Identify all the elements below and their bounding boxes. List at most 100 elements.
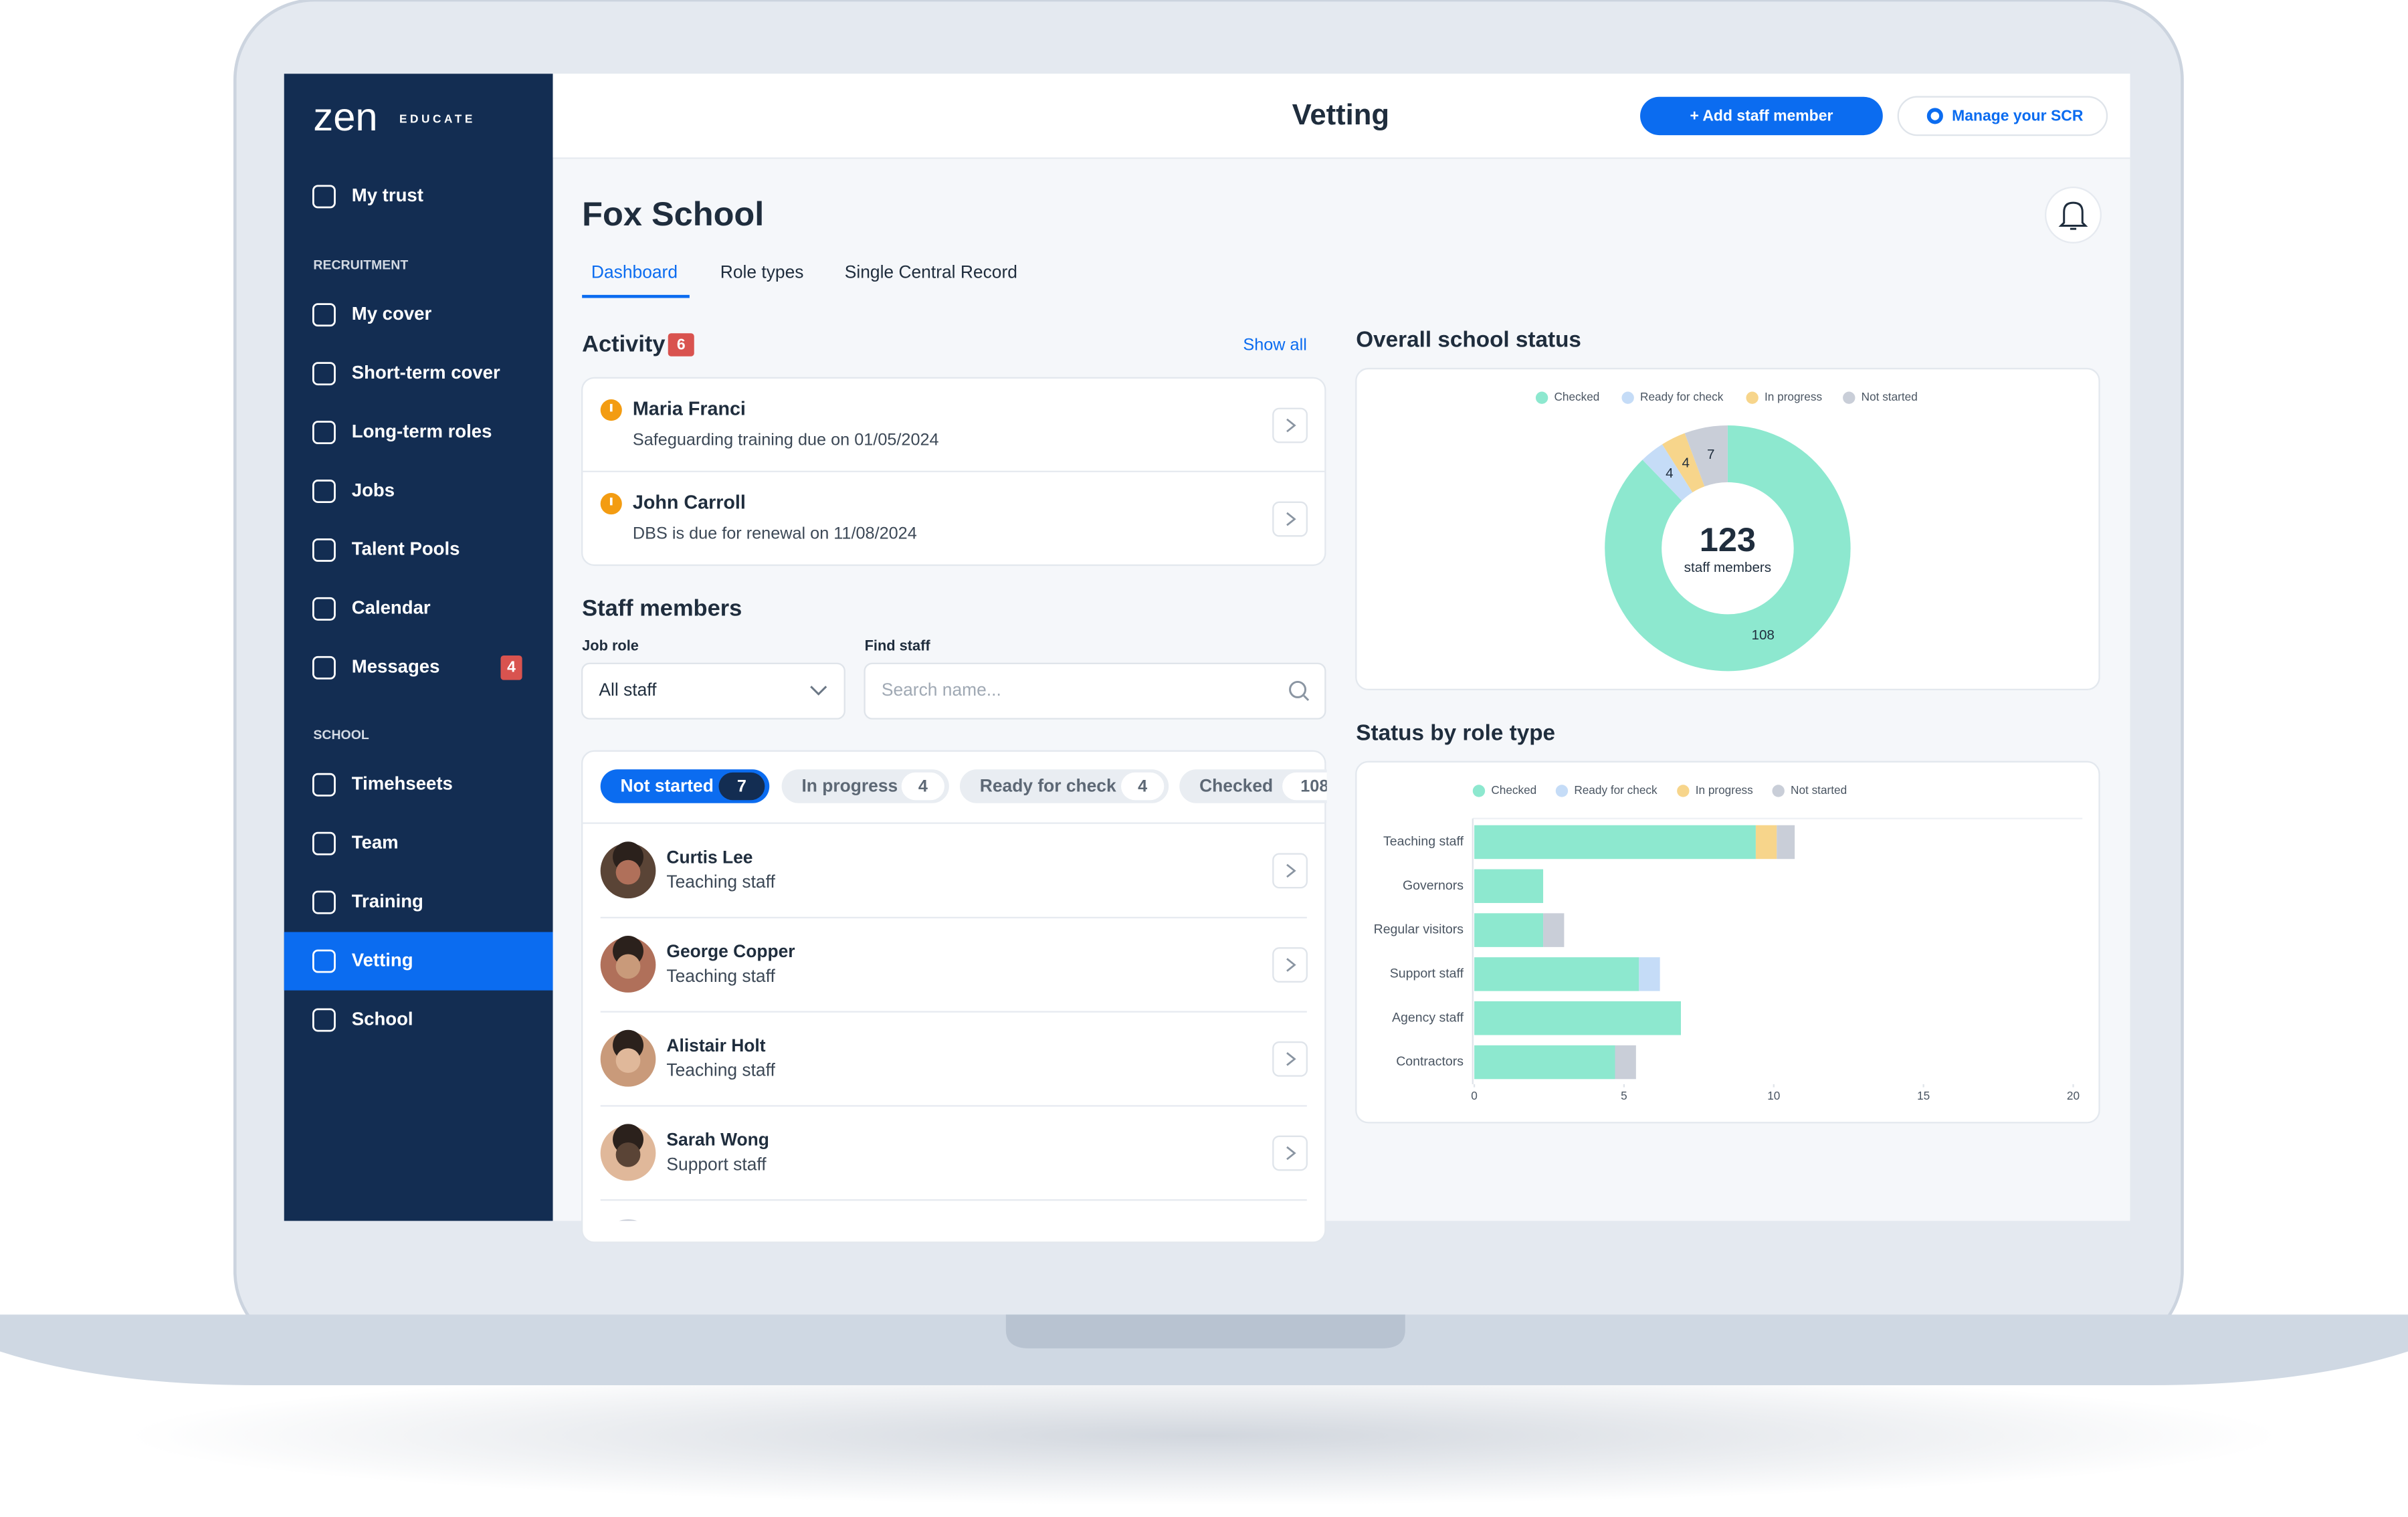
person-role: Teaching staff (666, 872, 775, 892)
nav-item[interactable]: My cover (352, 303, 432, 324)
filter-count: 108 (1300, 777, 1328, 795)
filter-label: In progress (801, 776, 898, 796)
donut-segment (1662, 433, 1706, 493)
donut-segment (1605, 425, 1851, 672)
add-staff-button[interactable] (1640, 96, 1883, 136)
nav-icon (312, 303, 336, 327)
legend-label: Ready for check (1574, 783, 1658, 797)
sidebar-bg (284, 74, 553, 1221)
x-tick-label: 0 (1471, 1089, 1478, 1102)
filter-count: 7 (737, 777, 746, 795)
legend-label: Not started (1791, 783, 1847, 797)
tab[interactable]: Dashboard (591, 262, 678, 282)
notification-button[interactable] (2045, 187, 2102, 243)
legend-swatch (1746, 391, 1759, 404)
nav-icon (312, 949, 336, 973)
staff-list: Not started 7 In progress 4 Ready for check 4… (582, 769, 1328, 1221)
show-all-link[interactable]: Show all (1243, 335, 1306, 354)
chevron-icon (1286, 1052, 1296, 1066)
nav-badge (500, 655, 522, 680)
laptop-notch (1005, 1314, 1405, 1348)
donut-label: 4 (1682, 456, 1690, 471)
chevron-button[interactable] (1272, 853, 1308, 889)
job-role-label: Job role (582, 637, 639, 653)
filter-pill[interactable] (959, 769, 1169, 803)
donut-label: 108 (1751, 627, 1774, 643)
select-chevron (810, 686, 827, 696)
nav-heading: RECRUITMENT (313, 258, 408, 272)
nav-item[interactable]: Training (352, 890, 423, 911)
nav-item[interactable]: Messages (352, 656, 440, 677)
search-icon (1289, 680, 1307, 698)
chevron-icon (1286, 958, 1296, 972)
warning-mark (609, 497, 613, 506)
nav-item[interactable]: Short-term cover (352, 362, 500, 383)
search-input[interactable] (864, 662, 1326, 720)
legend-label: In progress (1765, 390, 1822, 403)
gear-icon (1926, 108, 1943, 124)
warning-mark (609, 403, 613, 412)
manage-scr-button[interactable] (1897, 96, 2108, 136)
role-card (1355, 761, 2100, 1124)
person-role: Support staff (666, 1154, 767, 1174)
nav-item[interactable]: Calendar (352, 597, 431, 618)
legend-swatch (1555, 785, 1569, 797)
filter-count: 4 (918, 777, 928, 795)
filter-count: 4 (1138, 777, 1147, 795)
avatar-face (615, 859, 641, 885)
donut-total-label: staff members (1684, 560, 1771, 575)
nav-item[interactable]: Talent Pools (352, 538, 460, 559)
nav-icon (312, 655, 336, 680)
nav-icon (312, 185, 336, 209)
chevron-button[interactable] (1272, 1135, 1308, 1171)
bar-segment (1777, 825, 1795, 859)
nav-item[interactable]: Vetting (352, 949, 413, 970)
chevron-button[interactable] (1272, 407, 1308, 443)
chevron-button[interactable] (1272, 1041, 1308, 1077)
tab[interactable]: Single Central Record (845, 262, 1017, 282)
bar-segment (1474, 869, 1544, 904)
filter-count-bg (901, 772, 944, 801)
bar-segment (1474, 957, 1639, 991)
activity-count: 6 (677, 336, 686, 353)
nav-item[interactable]: School (352, 1008, 413, 1029)
filter-label: Ready for check (980, 776, 1116, 796)
filter-count-bg (718, 772, 765, 801)
x-tick-label: 10 (1767, 1089, 1780, 1102)
logo: zen (313, 94, 377, 139)
activity-title: Activity (582, 332, 665, 357)
donut-total: 123 (1700, 520, 1756, 559)
nav-item[interactable]: Team (352, 831, 399, 852)
x-tick-label: 5 (1621, 1089, 1627, 1102)
y-tick-label: Governors (1403, 878, 1464, 893)
legend-swatch (1772, 785, 1785, 797)
chevron-icon (1286, 1146, 1296, 1160)
x-tick-label: 20 (2067, 1089, 2080, 1102)
filter-label: Checked (1199, 776, 1273, 796)
chevron-button[interactable] (1272, 947, 1308, 983)
nav-icon (312, 890, 336, 914)
nav-item[interactable]: My trust (352, 185, 423, 205)
bar-segment (1474, 1001, 1681, 1035)
nav-item[interactable]: Timehseets (352, 773, 453, 794)
tab[interactable]: Role types (720, 262, 804, 282)
shadow (128, 1367, 2280, 1506)
nav-active-bg (284, 932, 553, 991)
donut-segment (1684, 425, 1729, 487)
job-role-select[interactable] (581, 662, 845, 720)
bell-icon (2058, 201, 2088, 230)
activity-name: Maria Franci (633, 399, 746, 420)
y-tick-label: Contractors (1396, 1054, 1464, 1069)
legend-label: Checked (1554, 390, 1599, 403)
nav-heading: SCHOOL (313, 728, 369, 742)
chevron-icon (1286, 418, 1296, 433)
chevron-button[interactable] (1272, 501, 1308, 537)
nav-item[interactable]: Long-term roles (352, 421, 492, 441)
avatar-face (615, 954, 641, 979)
y-tick-label: Agency staff (1392, 1010, 1464, 1025)
x-tick-label: 15 (1917, 1089, 1930, 1102)
person-name: Curtis Lee (666, 847, 752, 867)
nav-item[interactable]: Jobs (352, 480, 395, 500)
